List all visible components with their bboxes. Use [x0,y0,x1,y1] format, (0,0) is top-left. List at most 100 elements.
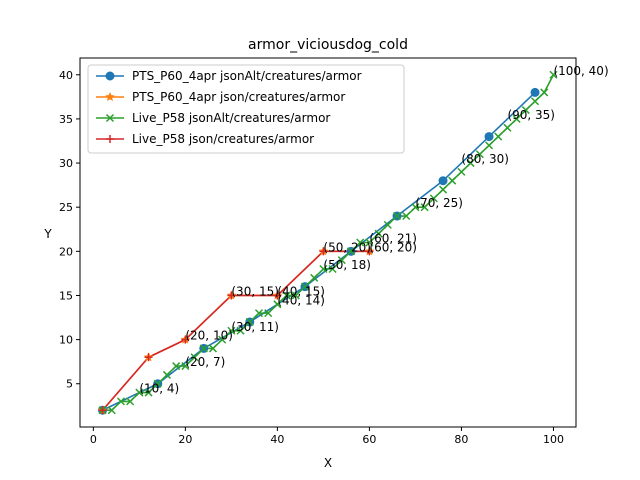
series-3-point [264,309,273,318]
series-4-point [365,247,374,256]
y-tick-label: 35 [59,113,73,126]
chart-title: armor_viciousdog_cold [248,37,408,53]
x-tick-label: 80 [454,433,468,446]
series-3-point [107,406,116,415]
data-annotation: (100, 40) [553,64,608,78]
series-4-point [181,335,190,344]
series-3-point [162,370,171,379]
markers [97,70,558,415]
series-3-point [300,282,310,291]
series-4-point [144,353,153,362]
series-1-point [484,132,494,142]
series-3-point [291,291,300,300]
y-tick-label: 20 [59,245,73,258]
series-3-point [310,273,319,282]
legend-marker [105,71,115,81]
x-tick-label: 100 [543,433,564,446]
y-tick-label: 15 [59,289,73,302]
legend-entry-3: Live_P58 jsonAlt/creatures/armor [132,111,330,125]
y-tick-label: 5 [66,378,73,391]
series-3-point [429,194,438,203]
series-3-point [540,88,549,97]
y-tick-label: 25 [59,201,73,214]
series-3-point [549,70,558,79]
data-annotation: (40, 14) [277,293,325,307]
series-3-point [531,97,540,106]
data-annotation: (20, 7) [185,355,225,369]
data-annotation: (30, 11) [231,320,279,334]
series-3-point [273,300,282,309]
data-annotation: (70, 25) [415,196,463,210]
series-3-point [346,247,356,256]
data-annotation: (50, 20) [323,240,371,254]
series-3-point [245,317,254,326]
series-1-point [438,176,448,186]
series-3-point [227,326,236,335]
series-3-point [144,388,153,397]
legend-box [87,64,405,154]
x-tick-label: 20 [178,433,192,446]
x-tick-label: 40 [270,433,284,446]
legend-entry-2: PTS_P60_4apr json/creatures/armor [132,90,345,104]
series-3-point [328,264,337,274]
series-4-point [319,247,328,256]
annotations: (10, 4) (20, 7) (20, 10)(30, 11) (30, 15)(4… [139,64,608,396]
series-3-point [254,309,264,318]
series-3-point [521,106,530,115]
series-3-point [438,185,448,194]
series-3-point [374,229,383,238]
series-3-point [172,362,181,371]
series-3-point [126,397,135,406]
series-3-point [411,203,420,212]
series-3-point [116,397,125,406]
series-3-point [402,211,411,221]
y-tick-label: 30 [59,157,73,170]
data-annotation: (10, 4) [139,382,179,396]
series-3-point [199,344,208,353]
y-axis-label: Y [43,227,52,241]
legend-marker [105,91,115,102]
series-4-point [227,291,236,300]
x-tick-label: 60 [362,433,376,446]
series-3-point [356,238,365,247]
x-tick-label: 0 [90,433,97,446]
series-3-point [208,344,218,353]
series-3-point [236,326,245,335]
series-3-point [190,353,199,362]
axes-frame [79,57,577,428]
series-3-point [218,335,227,344]
series-3-point [420,203,429,212]
data-annotation: (90, 35) [507,108,555,122]
data-annotation: (50, 18) [323,258,371,272]
series-3-point [466,159,475,168]
series-4-point [98,406,107,415]
data-annotation: (40, 15) [277,284,325,298]
series-3-point [135,388,144,397]
series-3-point [153,379,162,388]
series-3-point [457,167,466,176]
series-3-point [494,132,503,141]
series-3-point [475,150,484,159]
series-3-point [383,220,392,229]
series-3-point [181,362,190,371]
data-annotation: (80, 30) [461,152,509,166]
series-4-point [273,291,282,300]
series-3-point [337,256,346,265]
data-annotation: (20, 10) [185,329,233,343]
data-annotation: (60, 21) [369,232,417,246]
legend-entry-1: PTS_P60_4apr jsonAlt/creatures/armor [132,69,362,83]
legend-entry-4: Live_P58 json/creatures/armor [132,132,314,146]
legend-marker [105,113,115,123]
series-3-point [485,141,494,150]
axis-ticks: 0 20 40 60 80 100 5 10 15 20 25 30 35 40 [59,69,564,446]
data-annotation: (30, 15) [231,284,279,298]
series-3-point [365,238,374,247]
series-3-point [319,264,328,274]
series-3-point [503,123,512,132]
legend: PTS_P60_4apr jsonAlt/creatures/armor PTS_… [87,64,405,154]
x-axis-label: X [324,456,332,470]
y-tick-label: 40 [59,69,73,82]
series-3-point [392,211,402,221]
y-tick-label: 10 [59,334,73,347]
